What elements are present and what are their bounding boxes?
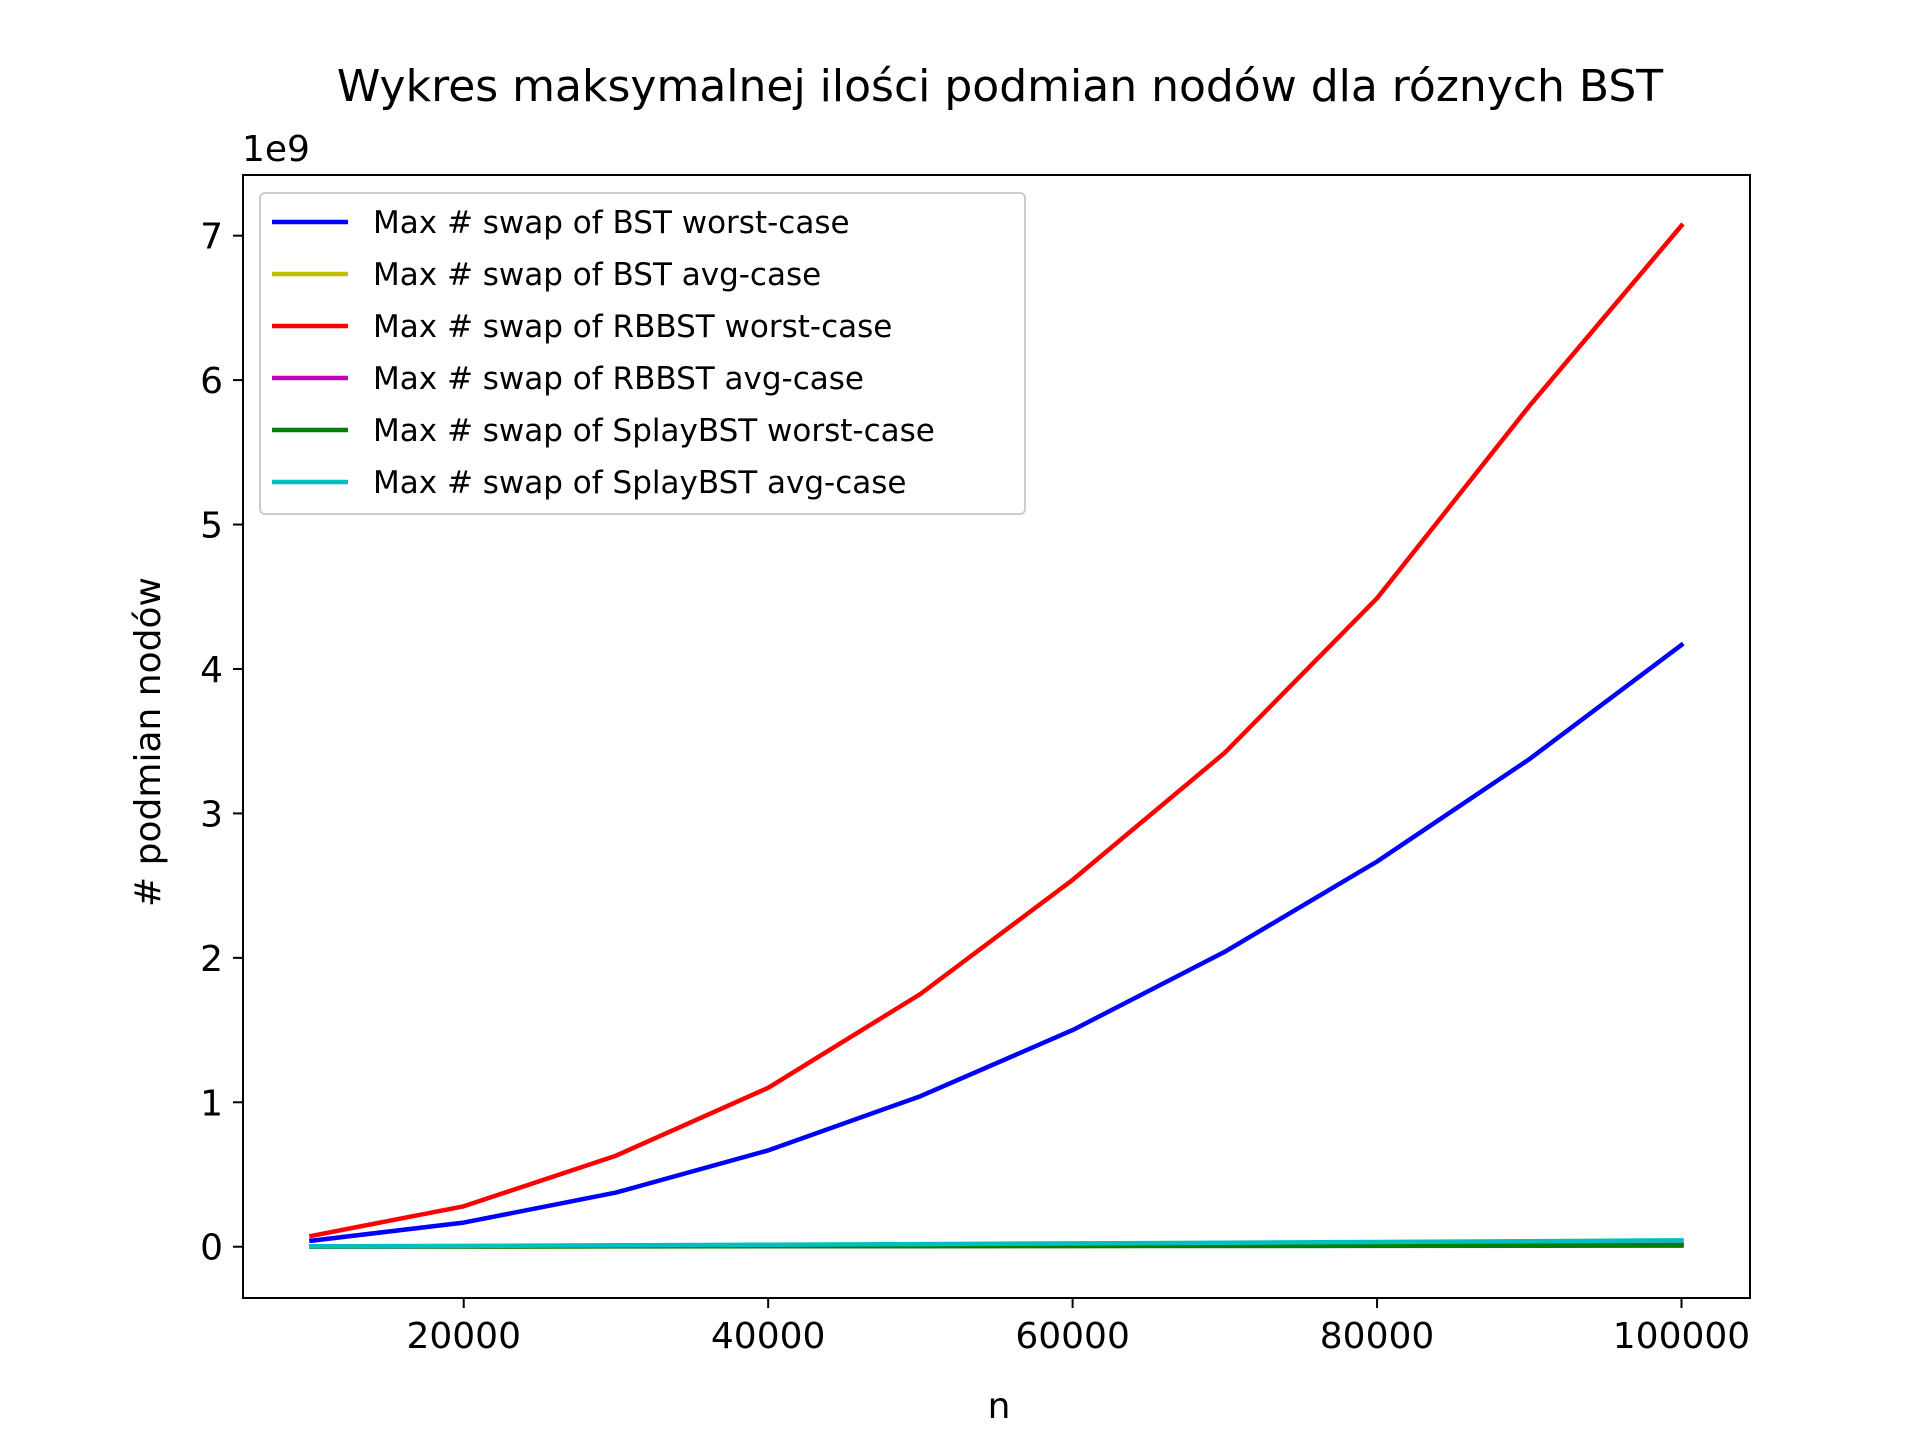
legend-label-2: Max # swap of RBBST worst-case xyxy=(373,309,892,345)
legend-label-3: Max # swap of RBBST avg-case xyxy=(373,361,864,397)
legend-label-0: Max # swap of BST worst-case xyxy=(373,205,850,241)
y-axis-offset-label: 1e9 xyxy=(242,129,310,170)
y-tick-label: 4 xyxy=(200,650,223,691)
x-axis-ticks: 20000 40000 60000 80000 100000 xyxy=(406,1298,1750,1357)
series-line-5 xyxy=(309,1238,1684,1249)
x-tick-label: 100000 xyxy=(1613,1316,1750,1357)
y-tick-label: 2 xyxy=(200,939,223,980)
x-tick-label: 80000 xyxy=(1320,1316,1435,1357)
x-tick-label: 40000 xyxy=(711,1316,826,1357)
x-tick-label: 60000 xyxy=(1015,1316,1130,1357)
chart-title: Wykres maksymalnej ilości podmian nodów … xyxy=(337,61,1663,112)
y-tick-label: 1 xyxy=(200,1083,223,1124)
plot-frame xyxy=(242,174,1751,1299)
y-tick-label: 7 xyxy=(200,217,223,258)
x-axis-label: n xyxy=(988,1386,1011,1427)
y-tick-label: 6 xyxy=(200,361,223,402)
legend-label-4: Max # swap of SplayBST worst-case xyxy=(373,413,935,449)
legend-label-1: Max # swap of BST avg-case xyxy=(373,257,821,293)
y-tick-label: 5 xyxy=(200,506,223,547)
series-line-2 xyxy=(308,222,1685,1239)
legend-box xyxy=(259,192,1026,515)
plot-lines xyxy=(308,222,1685,1249)
y-axis-ticks: 0 1 2 3 4 5 6 7 xyxy=(200,217,243,1269)
y-axis-label: # podmian nodów xyxy=(128,577,169,907)
y-tick-label: 3 xyxy=(200,794,223,835)
y-tick-label: 0 xyxy=(200,1228,223,1269)
legend: Max # swap of BST worst-case Max # swap o… xyxy=(259,192,1026,515)
x-tick-label: 20000 xyxy=(406,1316,521,1357)
legend-label-5: Max # swap of SplayBST avg-case xyxy=(373,465,907,501)
series-line-0 xyxy=(309,641,1685,1244)
